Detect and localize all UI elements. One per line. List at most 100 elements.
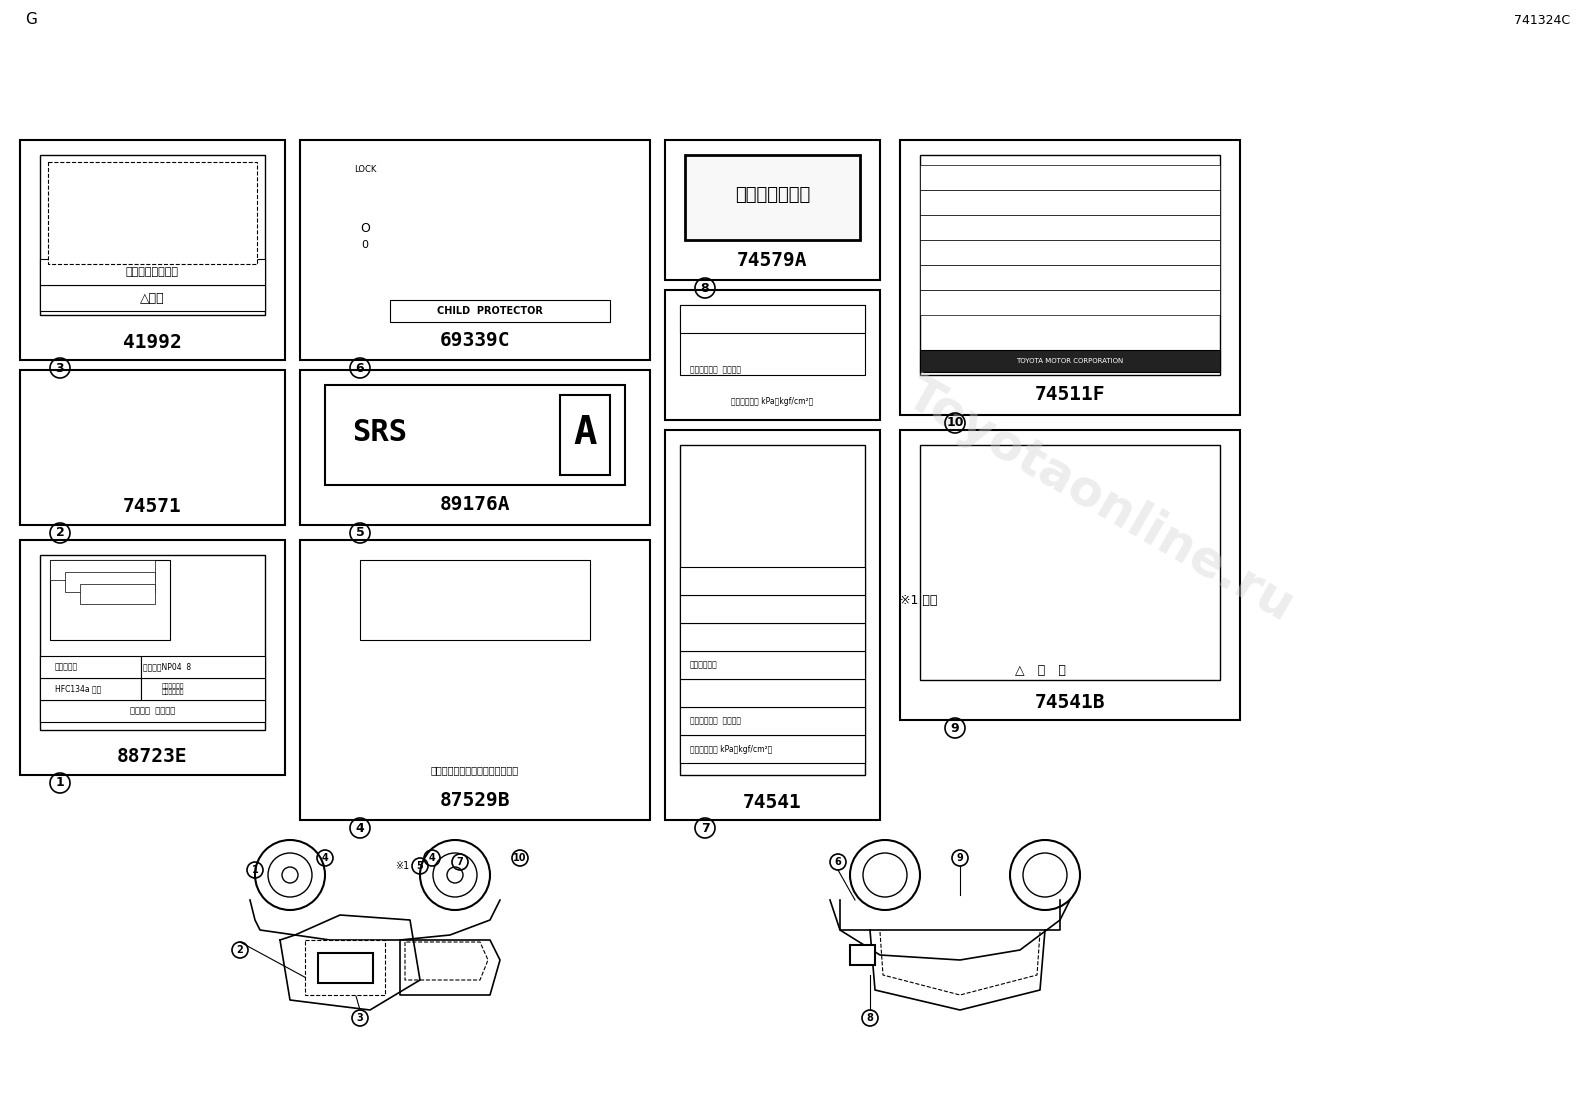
- Bar: [325, 385, 626, 485]
- Text: 0: 0: [361, 240, 368, 249]
- Bar: [680, 735, 864, 763]
- Bar: [142, 678, 264, 700]
- Bar: [40, 700, 264, 722]
- Text: 4: 4: [428, 853, 435, 863]
- Bar: [21, 370, 285, 525]
- Bar: [680, 707, 864, 735]
- Text: CHILD  PROTECTOR: CHILD PROTECTOR: [438, 306, 543, 317]
- Bar: [360, 560, 591, 640]
- Text: LOCK: LOCK: [353, 166, 376, 175]
- Text: △注意: △注意: [140, 291, 166, 304]
- Text: 69339C: 69339C: [439, 331, 511, 349]
- Text: 87529B: 87529B: [439, 790, 511, 810]
- Bar: [680, 595, 864, 623]
- Bar: [920, 215, 1219, 240]
- Bar: [40, 155, 264, 315]
- Bar: [40, 656, 142, 678]
- Bar: [680, 623, 864, 651]
- Text: 5: 5: [417, 861, 423, 872]
- Text: 5: 5: [355, 526, 365, 540]
- Bar: [920, 190, 1219, 215]
- Text: 6: 6: [834, 857, 842, 867]
- Bar: [80, 584, 154, 604]
- Bar: [680, 306, 864, 333]
- Text: エアコン用エアフィルター送書車: エアコン用エアフィルター送書車: [431, 765, 519, 775]
- Bar: [920, 165, 1219, 190]
- Bar: [318, 953, 373, 983]
- Bar: [920, 240, 1219, 265]
- Bar: [920, 155, 1219, 375]
- Text: Toyotaonline.ru: Toyotaonline.ru: [898, 369, 1302, 631]
- Text: タイヤ交換ついて: タイヤ交換ついて: [126, 267, 178, 277]
- Text: 3: 3: [357, 1013, 363, 1023]
- Text: 4: 4: [322, 853, 328, 863]
- Bar: [899, 430, 1240, 720]
- Bar: [40, 259, 264, 285]
- Text: 冷媒充填量: 冷媒充填量: [56, 663, 78, 671]
- Text: 7: 7: [700, 821, 710, 834]
- Text: オイル・NP04  8: オイル・NP04 8: [143, 663, 191, 671]
- FancyBboxPatch shape: [315, 550, 635, 775]
- Bar: [299, 140, 650, 360]
- Bar: [299, 370, 650, 525]
- Bar: [40, 285, 264, 311]
- Text: 9: 9: [950, 722, 960, 734]
- Bar: [390, 300, 610, 322]
- Text: 88723E: 88723E: [118, 747, 188, 766]
- Bar: [65, 571, 154, 592]
- Bar: [920, 349, 1219, 371]
- Text: △   注   意: △ 注 意: [1014, 664, 1065, 677]
- Text: 1: 1: [252, 865, 258, 875]
- Bar: [49, 560, 154, 580]
- Bar: [21, 140, 285, 360]
- Text: 8: 8: [700, 281, 710, 295]
- Bar: [850, 945, 876, 965]
- Bar: [48, 162, 256, 264]
- Text: 2: 2: [56, 526, 64, 540]
- Text: タイヤサイズ  前・後輪: タイヤサイズ 前・後輪: [689, 717, 740, 725]
- Text: 2: 2: [237, 945, 244, 955]
- Text: 補整対象区は
大丸製品使用: 補整対象区は 大丸製品使用: [161, 682, 183, 695]
- Bar: [665, 290, 880, 420]
- Text: G: G: [25, 12, 37, 27]
- Bar: [142, 656, 264, 678]
- Text: 10: 10: [946, 417, 963, 430]
- Text: 6: 6: [355, 362, 365, 375]
- Bar: [665, 430, 880, 820]
- FancyBboxPatch shape: [322, 147, 627, 323]
- Bar: [299, 540, 650, 820]
- Text: タイヤ空気圧 kPa（kgf/cm²）: タイヤ空気圧 kPa（kgf/cm²）: [689, 744, 772, 754]
- Text: TOYOTA MOTOR CORPORATION: TOYOTA MOTOR CORPORATION: [1016, 358, 1124, 364]
- Text: O: O: [360, 222, 369, 234]
- Bar: [680, 679, 864, 707]
- Text: 74541: 74541: [743, 792, 802, 811]
- Text: 9: 9: [957, 853, 963, 863]
- Text: 8: 8: [866, 1013, 874, 1023]
- Text: 充填用タイヤ: 充填用タイヤ: [689, 660, 718, 669]
- Bar: [899, 140, 1240, 415]
- Text: 74511F: 74511F: [1035, 386, 1105, 404]
- Text: タイヤ空気圧 kPa（kgf/cm²）: タイヤ空気圧 kPa（kgf/cm²）: [731, 398, 814, 407]
- Bar: [680, 445, 864, 775]
- Bar: [665, 140, 880, 280]
- Text: 10: 10: [513, 853, 527, 863]
- Text: 41992: 41992: [123, 333, 181, 352]
- Bar: [920, 290, 1219, 315]
- Text: タイヤサイズ  前・後輪: タイヤサイズ 前・後輪: [689, 366, 740, 375]
- Text: 741324C: 741324C: [1514, 13, 1570, 26]
- Bar: [560, 395, 610, 475]
- Bar: [21, 540, 285, 775]
- Text: SRS: SRS: [352, 418, 408, 447]
- Bar: [306, 940, 385, 995]
- Bar: [685, 155, 860, 240]
- Bar: [40, 555, 264, 730]
- Text: 74571: 74571: [123, 498, 181, 517]
- Text: 7: 7: [457, 857, 463, 867]
- Text: HFC134a 専用: HFC134a 専用: [56, 685, 102, 693]
- Bar: [920, 265, 1219, 290]
- Text: エアコン  ノステム: エアコン ノステム: [131, 707, 175, 715]
- Text: 4: 4: [355, 821, 365, 834]
- Bar: [680, 306, 864, 375]
- Bar: [680, 567, 864, 595]
- Text: 89176A: 89176A: [439, 496, 511, 514]
